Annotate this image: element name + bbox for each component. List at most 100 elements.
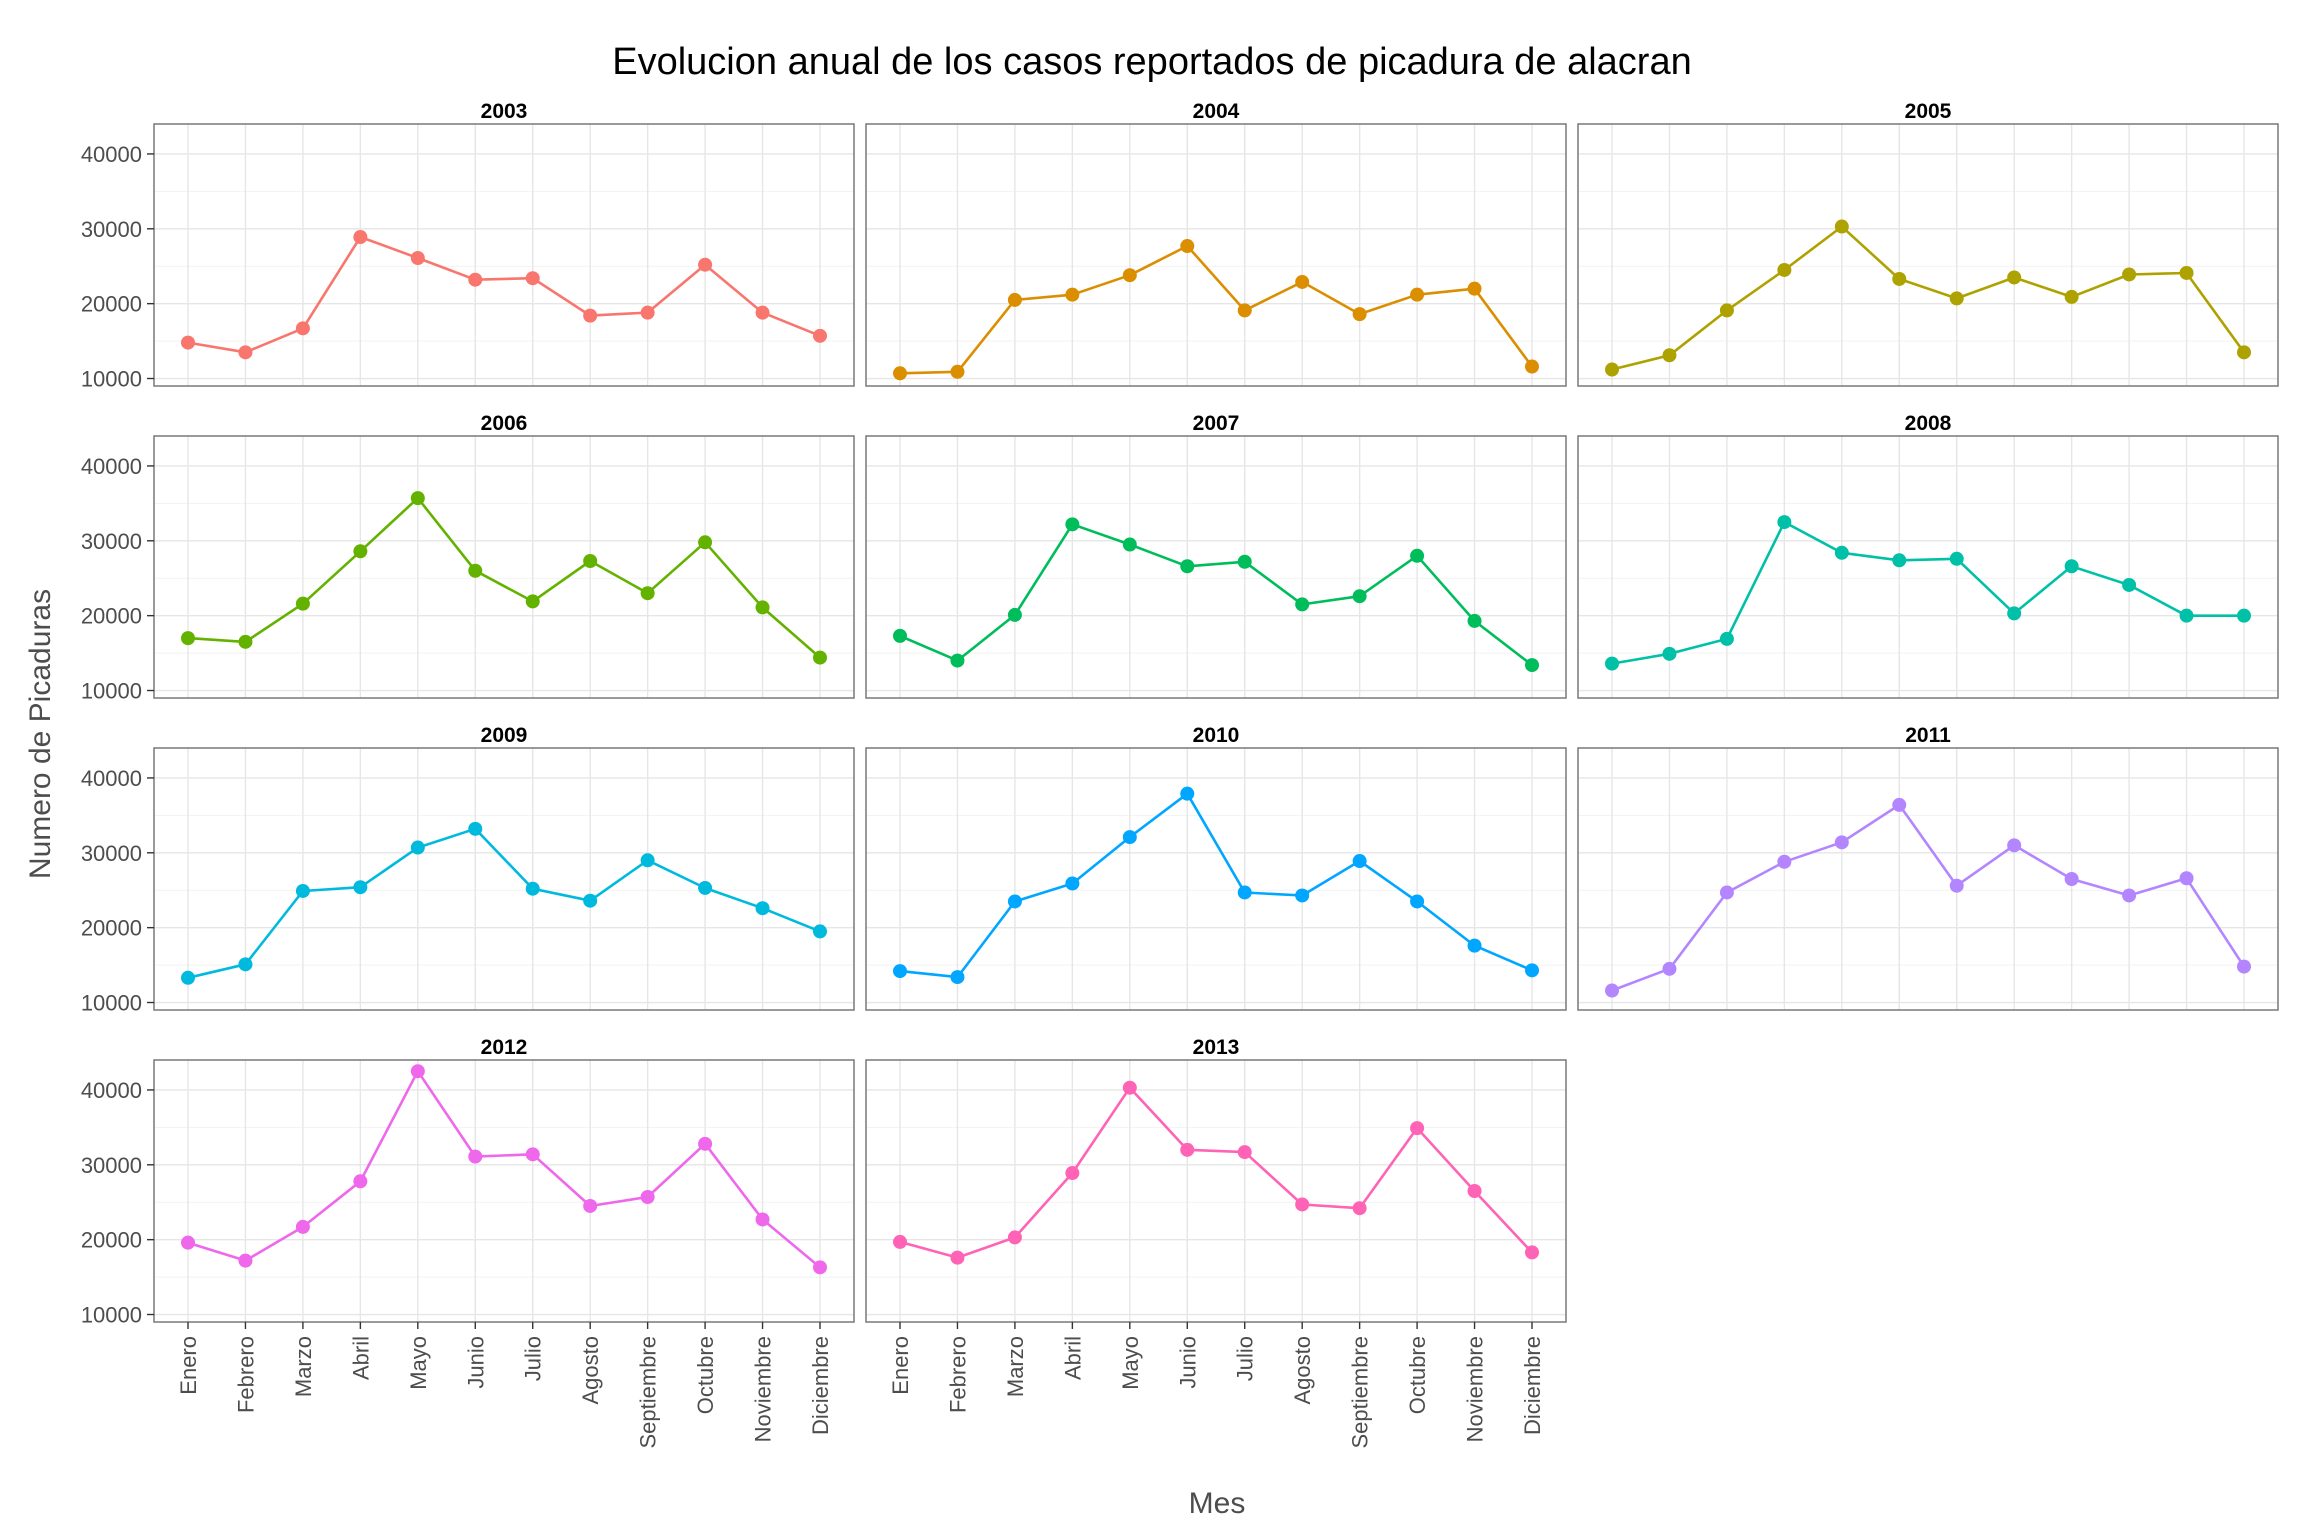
data-point bbox=[893, 1234, 907, 1249]
chart-title: Evolucion anual de los casos reportados … bbox=[612, 41, 1691, 83]
y-tick-label: 20000 bbox=[81, 916, 142, 941]
x-tick-label: Septiembre bbox=[1348, 1336, 1373, 1449]
facet-strip-label: 2005 bbox=[1905, 100, 1952, 123]
data-point bbox=[1719, 885, 1734, 900]
y-tick-label: 40000 bbox=[81, 1078, 142, 1103]
data-point bbox=[1834, 835, 1849, 850]
data-point bbox=[755, 901, 770, 916]
panel-border bbox=[153, 1059, 855, 1323]
data-point bbox=[698, 257, 713, 272]
data-point bbox=[950, 1250, 965, 1265]
data-point bbox=[2007, 270, 2022, 285]
data-point bbox=[2064, 559, 2079, 574]
panel-background bbox=[866, 1060, 1566, 1322]
data-point bbox=[1605, 983, 1619, 998]
data-point bbox=[1949, 878, 1964, 893]
y-tick-label: 30000 bbox=[81, 841, 142, 866]
data-point bbox=[410, 840, 425, 855]
data-point bbox=[1065, 287, 1080, 302]
data-point bbox=[583, 893, 598, 908]
facet-strip-label: 2004 bbox=[1193, 100, 1240, 123]
data-point bbox=[1719, 631, 1734, 646]
panel-background bbox=[154, 436, 854, 698]
data-point bbox=[353, 544, 368, 559]
data-point bbox=[1410, 287, 1425, 302]
data-point bbox=[1180, 786, 1195, 801]
data-point bbox=[1777, 262, 1792, 277]
data-point bbox=[1122, 268, 1137, 283]
data-point bbox=[353, 880, 368, 895]
data-point bbox=[1662, 348, 1677, 363]
x-tick-label: Mayo bbox=[1118, 1336, 1143, 1390]
data-point bbox=[1605, 656, 1619, 671]
data-point bbox=[1605, 362, 1619, 377]
data-point bbox=[181, 1235, 195, 1250]
data-point bbox=[468, 1149, 483, 1164]
x-tick-label: Julio bbox=[1233, 1336, 1258, 1381]
facet-panel: 2009 10000 20000 30000 40000 bbox=[81, 724, 855, 1016]
panel-background bbox=[154, 748, 854, 1010]
data-point bbox=[1180, 1142, 1195, 1157]
facet-panel: 2007 bbox=[865, 412, 1567, 699]
data-point bbox=[2064, 289, 2079, 304]
panel-background bbox=[1578, 436, 2278, 698]
data-point bbox=[1525, 1245, 1539, 1260]
data-point bbox=[2122, 267, 2137, 282]
data-point bbox=[410, 250, 425, 265]
y-tick-label: 40000 bbox=[81, 766, 142, 791]
data-point bbox=[1237, 1145, 1252, 1160]
x-tick-label: Agosto bbox=[1290, 1336, 1315, 1405]
y-tick-label: 10000 bbox=[81, 991, 142, 1016]
x-tick-label: Abril bbox=[348, 1336, 373, 1380]
panel-border bbox=[153, 123, 855, 387]
data-point bbox=[893, 366, 907, 381]
data-point bbox=[525, 594, 540, 609]
data-point bbox=[583, 554, 598, 569]
series-line-2006 bbox=[187, 496, 821, 659]
x-tick-label: Junio bbox=[1175, 1336, 1200, 1389]
data-point bbox=[1410, 1121, 1425, 1136]
series-line-2013 bbox=[899, 1086, 1533, 1259]
panel-background bbox=[866, 748, 1566, 1010]
data-point bbox=[1065, 517, 1080, 532]
x-tick-label: Febrero bbox=[945, 1336, 970, 1413]
data-point bbox=[1180, 239, 1195, 254]
panel-border bbox=[1577, 435, 2279, 699]
facet-strip-label: 2003 bbox=[481, 100, 528, 123]
facet-panel: 2010 bbox=[865, 724, 1567, 1011]
series-line-2010 bbox=[899, 792, 1533, 979]
data-point bbox=[1007, 1230, 1022, 1245]
data-point bbox=[1777, 854, 1792, 869]
data-point bbox=[755, 305, 770, 320]
facet-strip-label: 2012 bbox=[481, 1036, 528, 1059]
y-tick-label: 20000 bbox=[81, 292, 142, 317]
data-point bbox=[1525, 359, 1539, 374]
data-point bbox=[1180, 559, 1195, 574]
data-point bbox=[1352, 307, 1367, 322]
data-point bbox=[295, 1219, 310, 1234]
data-point bbox=[1525, 963, 1539, 978]
data-point bbox=[1467, 613, 1482, 628]
y-tick-label: 40000 bbox=[81, 142, 142, 167]
panel-background bbox=[866, 436, 1566, 698]
data-point bbox=[1065, 876, 1080, 891]
data-point bbox=[1949, 291, 1964, 306]
facet-strip-label: 2006 bbox=[481, 412, 528, 435]
data-point bbox=[2237, 608, 2251, 623]
x-tick-label: Octubre bbox=[1405, 1336, 1430, 1414]
x-tick-label: Octubre bbox=[693, 1336, 718, 1414]
data-point bbox=[1352, 1201, 1367, 1216]
data-point bbox=[640, 1189, 655, 1204]
facet-panel: 2012 10000 20000 30000 40000 bbox=[81, 1036, 855, 1328]
panel-border bbox=[865, 747, 1567, 1011]
x-tick-label: Enero bbox=[176, 1336, 201, 1395]
facet-strip-label: 2009 bbox=[481, 724, 528, 747]
data-point bbox=[2007, 838, 2022, 853]
data-point bbox=[1122, 537, 1137, 552]
y-tick-label: 30000 bbox=[81, 1153, 142, 1178]
data-point bbox=[1295, 597, 1310, 612]
data-point bbox=[1122, 1080, 1137, 1095]
data-point bbox=[950, 653, 965, 668]
data-point bbox=[698, 535, 713, 550]
